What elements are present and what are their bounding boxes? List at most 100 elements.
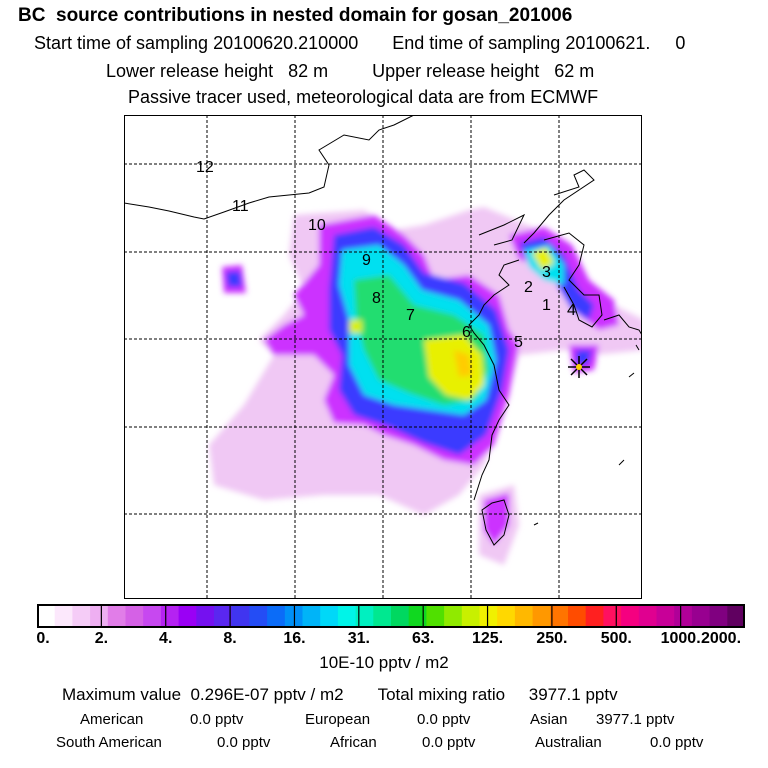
colorbar-swatch: [426, 604, 445, 628]
colorbar-tick-label: 31.: [347, 630, 370, 647]
trajectory-label-9: 9: [362, 252, 371, 269]
colorbar-tick-label: 4.: [159, 630, 173, 647]
australian-label: Australian: [535, 734, 602, 751]
colorbar-swatch: [479, 604, 498, 628]
plume-yellow-inner: [454, 350, 472, 377]
colorbar-swatch: [214, 604, 233, 628]
colorbar-swatch: [54, 604, 73, 628]
colorbar-swatch: [514, 604, 534, 628]
colorbar-swatch: [90, 604, 109, 628]
small-islands: [533, 344, 640, 526]
colorbar-swatch: [37, 604, 56, 628]
colorbar-swatch: [497, 604, 516, 628]
colorbar-tick-label: 2.: [94, 630, 109, 647]
plume-magenta-taiwan: [484, 493, 509, 545]
colorbar-tick-label: 2000.: [700, 630, 742, 647]
colorbar-swatch: [638, 604, 658, 628]
start-time-label: Start time of sampling 20100620.210000: [34, 33, 359, 53]
colorbar-swatch: [603, 604, 622, 628]
colorbar-swatch: [72, 604, 91, 628]
plume-layer: [209, 207, 642, 565]
page-title: BC source contributions in nested domain…: [18, 5, 573, 26]
colorbar-swatch: [691, 604, 711, 628]
colorbar-tick-label: 500.: [600, 630, 632, 647]
colorbar-swatch: [267, 604, 286, 628]
european-value: 0.0 pptv: [417, 711, 471, 728]
colorbar-swatch: [143, 604, 162, 628]
trajectory-label-11: 11: [232, 198, 249, 215]
colorbar-swatch: [408, 604, 427, 628]
country-border: [124, 115, 415, 220]
colorbar-swatch: [461, 604, 481, 628]
trajectory-label-12: 12: [196, 159, 214, 176]
colorbar-tick-label: 63.: [412, 630, 435, 647]
colorbar-swatch: [674, 604, 693, 628]
taiwan-coast: [481, 499, 510, 546]
colorbar-swatch: [391, 604, 410, 628]
asian-value: 3977.1 pptv: [596, 711, 675, 728]
colorbar-tick-label: 16.: [283, 630, 306, 647]
colorbar-swatch: [249, 604, 268, 628]
units-label: 10E-10 pptv / m2: [319, 653, 449, 672]
colorbar-swatch: [709, 604, 728, 628]
tracer-info-line: Passive tracer used, meteorological data…: [128, 87, 599, 107]
colorbar-swatch: [320, 604, 339, 628]
colorbar-swatch: [355, 604, 374, 628]
max-value-label: Maximum value 0.296E-07 pptv / m2: [62, 685, 344, 704]
colorbar-swatch: [550, 604, 569, 628]
american-label: American: [80, 711, 144, 728]
colorbar-swatch: [532, 604, 551, 628]
colorbar-swatch: [727, 604, 745, 628]
trajectory-label-1: 1: [542, 297, 551, 314]
release-height-line: Lower release height 82 m Upper release h…: [106, 60, 594, 82]
colorbar-swatch: [160, 604, 180, 628]
colorbar-swatch: [337, 604, 357, 628]
south-american-label: South American: [56, 734, 162, 751]
total-mixing-label: Total mixing ratio 3977.1 pptv: [377, 685, 618, 704]
country-border-ne: [523, 169, 595, 244]
trajectory-label-2: 2: [524, 279, 533, 296]
colorbar-swatch: [107, 604, 127, 628]
grid-lines: [124, 115, 642, 599]
colorbar-swatch: [178, 604, 197, 628]
colorbar-tick-label: 8.: [223, 630, 237, 647]
lower-release-label: Lower release height 82 m: [106, 61, 329, 81]
plume-blue-jeju: [576, 350, 592, 365]
end-time-label: End time of sampling 20100621. 0: [392, 33, 686, 53]
plume-yellow-spot: [349, 320, 362, 333]
colorbar-swatch: [444, 604, 463, 628]
african-label: African: [330, 734, 377, 751]
plume-blue-west: [226, 271, 242, 287]
plume-yellow-ne: [532, 247, 554, 270]
south-american-value: 0.0 pptv: [217, 734, 271, 751]
trajectory-label-5: 5: [514, 334, 523, 351]
japan-coast: [603, 314, 642, 336]
trajectory-label-10: 10: [308, 217, 326, 234]
colorbar-border: [37, 604, 745, 628]
colorbar-tick-label: 1000.: [660, 630, 701, 647]
australian-value: 0.0 pptv: [650, 734, 704, 751]
trajectory-label-6: 6: [462, 324, 471, 341]
colorbar-swatch: [196, 604, 215, 628]
sampling-time-line: Start time of sampling 20100620.210000 En…: [34, 32, 685, 54]
colorbar-swatch: [125, 604, 144, 628]
colorbar: [37, 604, 745, 628]
trajectory-label-4: 4: [567, 302, 576, 319]
upper-release-label: Upper release height 62 m: [372, 61, 595, 81]
receptor-star-icon: [568, 356, 590, 378]
colorbar-swatch: [585, 604, 604, 628]
colorbar-swatch: [656, 604, 675, 628]
colorbar-tick-label: 0.: [36, 630, 50, 647]
american-value: 0.0 pptv: [190, 711, 244, 728]
trajectory-label-7: 7: [406, 307, 415, 324]
asian-label: Asian: [530, 711, 568, 728]
colorbar-tick-label: 250.: [536, 630, 568, 647]
colorbar-swatch: [231, 604, 250, 628]
european-label: European: [305, 711, 371, 728]
african-value: 0.0 pptv: [422, 734, 476, 751]
korea-coast: [543, 232, 603, 328]
trajectory-label-8: 8: [372, 290, 381, 307]
colorbar-swatch: [621, 604, 640, 628]
colorbar-swatch: [568, 604, 587, 628]
